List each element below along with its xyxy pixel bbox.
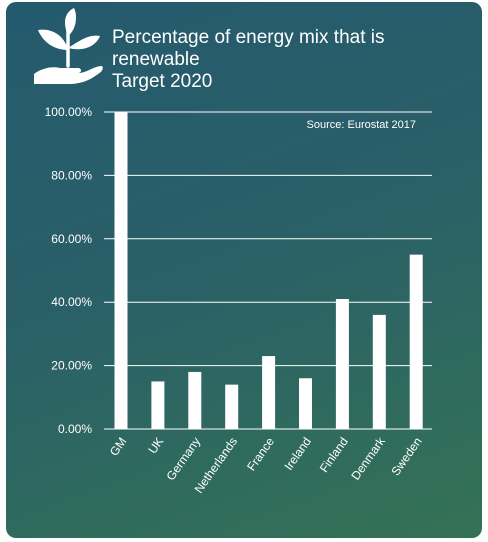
title-line: Target 2020	[112, 71, 213, 92]
bar-gm	[114, 112, 128, 429]
plant-in-hand-icon	[34, 8, 103, 84]
title-line: Percentage of energy mix that is	[112, 27, 385, 48]
y-tick-label: 40.00%	[51, 295, 92, 309]
y-tick-label: 20.00%	[51, 359, 92, 373]
chart-title: Percentage of energy mix that is renewab…	[112, 27, 452, 93]
x-tick-label: Ireland	[281, 435, 314, 473]
x-tick-label: France	[244, 434, 277, 473]
bar-sweden	[409, 254, 423, 429]
bar-finland	[335, 299, 349, 429]
x-tick-label: Finland	[317, 435, 351, 475]
bar-germany	[188, 371, 202, 429]
chart-panel	[6, 2, 482, 538]
y-tick-label: 60.00%	[51, 232, 92, 246]
title-line: renewable	[112, 49, 200, 70]
bar-ireland	[299, 378, 312, 429]
y-tick-label: 80.00%	[51, 168, 92, 182]
bar-uk	[151, 381, 165, 429]
y-tick-label: 0.00%	[58, 422, 92, 436]
bar-netherlands	[225, 384, 239, 429]
x-tick-label: Germany	[163, 435, 203, 483]
source-note: Source: Eurostat 2017	[307, 119, 416, 131]
x-tick-label: GM	[107, 435, 130, 459]
bar-denmark	[372, 314, 386, 429]
x-tick-label: UK	[145, 435, 166, 457]
x-tick-label: Denmark	[348, 434, 388, 483]
y-tick-label: 100.00%	[45, 105, 93, 119]
x-tick-label: Sweden	[388, 435, 424, 479]
bar-france	[262, 356, 276, 429]
